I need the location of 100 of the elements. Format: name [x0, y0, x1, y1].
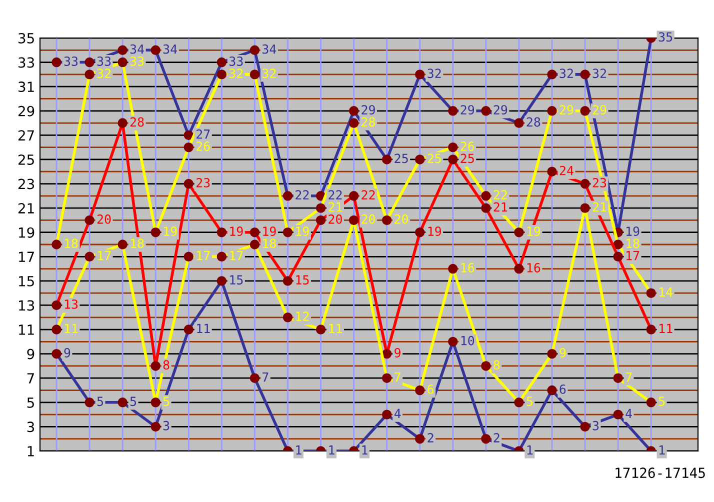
data-label: 23 — [592, 178, 606, 188]
y-tick-label: 5 — [27, 398, 34, 408]
data-label: 5 — [163, 396, 170, 406]
data-label: 6 — [428, 384, 434, 394]
y-tick-label: 11 — [18, 324, 34, 335]
data-label: 19 — [263, 226, 276, 236]
data-label: 19 — [164, 226, 177, 236]
data-label: 19 — [527, 226, 540, 236]
data-label: 32 — [229, 68, 243, 78]
y-tick-label: 9 — [27, 348, 34, 360]
data-label: 17 — [626, 251, 640, 260]
y-tick-label: 7 — [27, 373, 34, 384]
data-label: 2 — [428, 433, 434, 442]
data-label: 20 — [97, 214, 111, 224]
y-tick-label: 3 — [27, 422, 34, 432]
data-label: 19 — [230, 226, 243, 236]
data-label: 19 — [428, 226, 442, 236]
data-label: 7 — [262, 372, 268, 382]
data-label: 20 — [362, 214, 375, 224]
y-tick-label: 27 — [18, 130, 34, 140]
data-label: 23 — [196, 178, 210, 188]
data-label: 26 — [196, 142, 210, 151]
data-label: 29 — [460, 105, 474, 115]
data-label: 11 — [64, 324, 78, 334]
data-label: 33 — [64, 56, 78, 66]
data-label: 32 — [97, 68, 110, 78]
data-label: 34 — [262, 44, 276, 54]
data-label: 11 — [329, 324, 342, 334]
data-label: 18 — [263, 238, 276, 248]
data-label: 21 — [328, 202, 342, 212]
data-label: 11 — [197, 324, 210, 334]
data-label: 32 — [592, 68, 606, 78]
data-label: 22 — [362, 190, 375, 200]
data-label: 35 — [658, 32, 672, 42]
data-label: 34 — [163, 44, 178, 54]
data-label: 20 — [328, 214, 342, 224]
y-tick-label: 25 — [18, 154, 34, 165]
data-label: 25 — [428, 154, 441, 164]
data-label: 1 — [362, 445, 368, 454]
data-label: 8 — [494, 360, 500, 370]
y-tick-label: 23 — [18, 178, 34, 190]
data-label: 17 — [98, 251, 111, 260]
y-tick-label: 29 — [18, 106, 34, 116]
data-label: 32 — [262, 68, 276, 78]
data-label: 21 — [494, 202, 508, 212]
data-label: 19 — [626, 226, 640, 236]
data-label: 3 — [163, 420, 170, 430]
data-label: 29 — [560, 105, 574, 115]
data-label: 20 — [394, 214, 408, 224]
data-label: 22 — [328, 190, 342, 200]
data-label: 18 — [64, 238, 78, 248]
data-label: 12 — [296, 312, 309, 321]
data-label: 1 — [527, 445, 533, 454]
data-label: 25 — [394, 154, 408, 164]
data-label: 1 — [296, 445, 302, 454]
data-label: 33 — [229, 56, 243, 66]
data-label: 26 — [460, 142, 474, 151]
data-label: 17 — [230, 251, 243, 260]
data-label: 21 — [592, 202, 606, 212]
data-label: 13 — [64, 299, 78, 309]
y-tick-label: 15 — [18, 276, 34, 286]
data-label: 8 — [163, 360, 170, 370]
data-label: 1 — [329, 445, 334, 454]
data-label: 29 — [362, 105, 375, 115]
data-label: 1 — [660, 445, 665, 454]
data-label: 9 — [394, 348, 400, 358]
data-label: 18 — [626, 238, 640, 248]
data-label: 5 — [658, 396, 665, 406]
data-label: 11 — [660, 324, 672, 334]
data-label: 27 — [196, 129, 210, 139]
data-label: 10 — [461, 336, 474, 346]
data-label: 18 — [131, 238, 144, 248]
y-tick-label: 1 — [28, 446, 34, 456]
data-label: 25 — [460, 154, 474, 164]
data-label: 32 — [560, 68, 573, 78]
data-label: 16 — [461, 263, 474, 272]
data-label: 4 — [394, 408, 401, 418]
data-label: 6 — [560, 384, 566, 394]
data-label: 22 — [494, 190, 507, 200]
data-label: 9 — [64, 348, 70, 358]
data-label: 29 — [592, 105, 606, 115]
data-label: 5 — [97, 396, 104, 406]
data-label: 16 — [527, 263, 540, 272]
y-tick-label: 21 — [18, 203, 34, 214]
data-label: 28 — [130, 117, 144, 127]
data-label: 2 — [494, 433, 500, 442]
data-label: 3 — [592, 420, 599, 430]
y-tick-label: 17 — [18, 252, 34, 262]
data-label: 34 — [130, 44, 144, 54]
data-label: 24 — [560, 166, 574, 176]
data-label: 5 — [526, 396, 532, 406]
data-label: 33 — [97, 56, 111, 66]
data-label: 29 — [494, 105, 508, 115]
data-label: 4 — [626, 408, 632, 418]
y-tick-label: 19 — [18, 227, 34, 238]
data-label: 28 — [362, 117, 375, 127]
data-label: 33 — [130, 56, 144, 66]
data-label: 9 — [560, 348, 566, 358]
data-label: 5 — [130, 396, 136, 406]
data-label: 19 — [296, 226, 309, 236]
